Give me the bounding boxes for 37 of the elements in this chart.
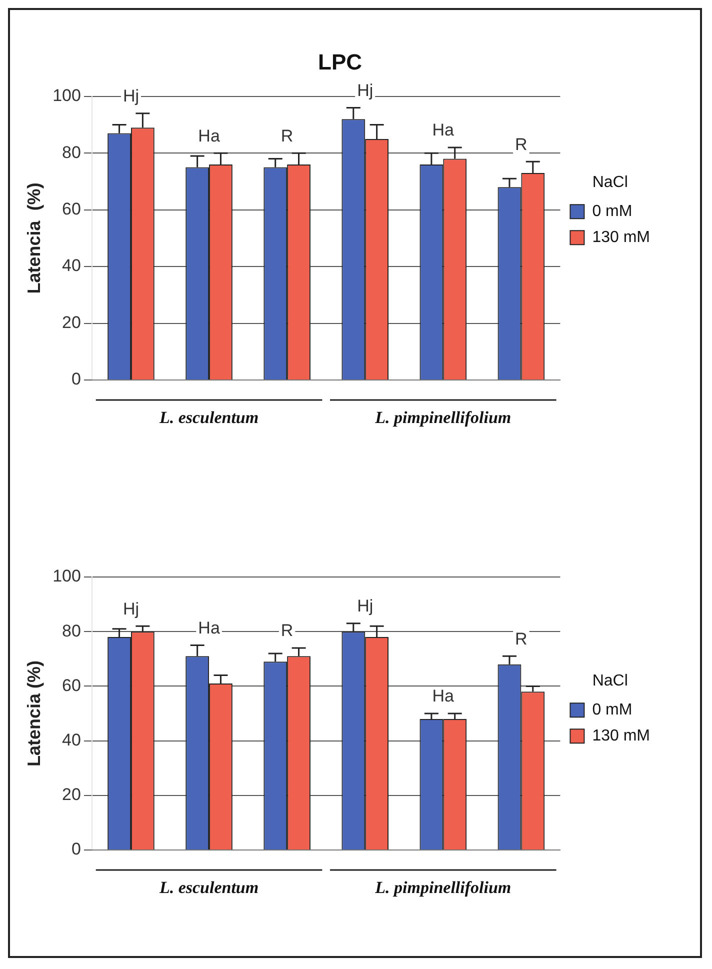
y-tick-label: 0 [71,840,81,859]
x-tick-label: Ha [432,686,455,706]
x-tick-label: Ha [432,120,455,140]
x-tick-label: R [280,126,294,146]
x-tick-label: Ha [198,126,220,146]
y-axis-title: Latencia (%) [24,182,44,294]
text: L. esculentum [158,408,259,427]
x-tick-label: Ha [198,618,220,638]
chart-title: LPC [318,49,362,74]
text: L. pimpinellifolium [374,408,512,427]
y-tick-label: 20 [62,785,81,804]
legend-label: 130 mM [592,728,650,745]
x-tick-label: R [280,621,294,640]
y-tick-label: 40 [62,256,81,276]
y-tick-label: 100 [52,86,81,106]
y-tick-label: 40 [62,730,81,750]
y-axis-title: Latencia (%) [24,660,44,767]
legend-title: NaCl [592,672,628,690]
y-tick-label: 80 [62,621,81,640]
x-tick-label: Hj [357,80,374,100]
text: L. esculentum [158,878,259,897]
y-tick-label: 80 [62,142,81,162]
legend-label: 0 mM [592,203,632,220]
x-tick-label: R [515,134,528,154]
x-tick-label: Hj [122,599,140,618]
text: L. pimpinellifolium [374,878,512,897]
legend-label: 0 mM [592,702,632,719]
y-tick-label: 0 [71,370,81,389]
x-tick-label: Hj [122,86,140,106]
legend-title: NaCl [592,174,628,191]
x-tick-label: R [515,629,528,648]
y-tick-label: 20 [62,312,81,332]
y-tick-label: 100 [52,566,81,586]
y-tick-label: 60 [62,200,81,219]
x-tick-label: Hj [357,596,374,616]
y-tick-label: 60 [62,676,81,695]
legend-label: 130 mM [592,229,650,246]
